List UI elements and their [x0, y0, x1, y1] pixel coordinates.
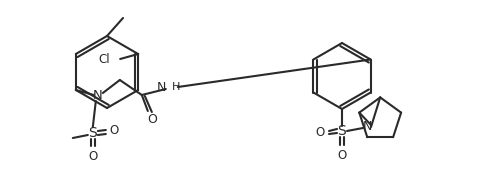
Text: Cl: Cl — [99, 53, 110, 65]
Text: N: N — [156, 80, 166, 94]
Text: H: H — [172, 82, 180, 92]
Text: S: S — [338, 124, 346, 138]
Text: O: O — [147, 113, 157, 125]
Text: O: O — [338, 149, 346, 162]
Text: N: N — [362, 119, 372, 133]
Text: O: O — [88, 150, 98, 163]
Text: N: N — [93, 88, 102, 102]
Text: O: O — [316, 126, 325, 140]
Text: O: O — [110, 125, 119, 137]
Text: S: S — [89, 126, 97, 140]
